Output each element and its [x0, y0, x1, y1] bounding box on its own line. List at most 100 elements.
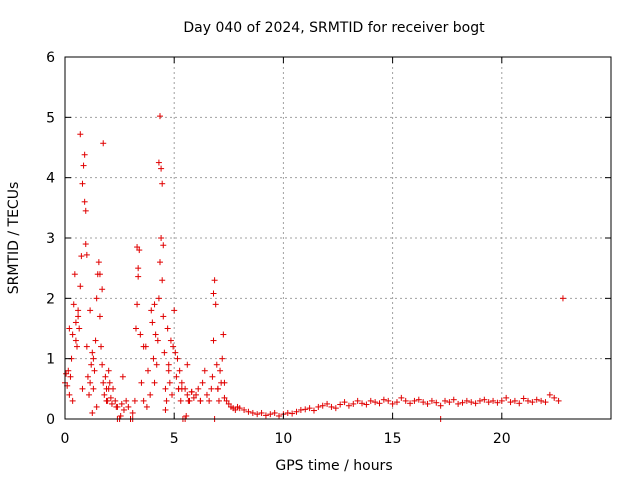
data-point: [389, 400, 396, 407]
data-point: [102, 373, 109, 380]
data-point: [148, 307, 155, 314]
data-point: [79, 180, 86, 187]
data-point: [201, 367, 208, 374]
data-point: [236, 405, 243, 412]
data-point: [140, 343, 147, 350]
data-point: [214, 385, 221, 392]
data-point: [83, 343, 90, 350]
data-point: [152, 331, 159, 338]
data-point: [183, 412, 190, 419]
data-point: [69, 397, 76, 404]
data-point: [80, 162, 87, 169]
data-point: [103, 397, 110, 404]
data-point: [174, 355, 181, 362]
data-point: [170, 343, 177, 350]
data-point: [67, 373, 74, 380]
data-point: [245, 408, 252, 415]
data-point: [123, 397, 130, 404]
data-point: [99, 286, 106, 293]
data-point: [345, 402, 352, 409]
data-point: [87, 379, 94, 386]
y-tick-label: 2: [46, 291, 55, 307]
data-point: [90, 355, 97, 362]
data-point: [132, 325, 139, 332]
data-point: [219, 355, 226, 362]
data-point: [490, 397, 497, 404]
data-point: [96, 313, 103, 320]
data-point: [117, 412, 124, 419]
data-point: [93, 295, 100, 302]
data-point: [157, 113, 164, 120]
y-tick-label: 1: [46, 352, 55, 368]
data-point: [372, 399, 379, 406]
data-point: [144, 367, 151, 374]
data-point: [90, 385, 97, 392]
data-point: [135, 273, 142, 280]
data-point: [66, 325, 73, 332]
data-point: [84, 373, 91, 380]
data-point: [249, 409, 256, 416]
data-point: [140, 397, 147, 404]
data-point: [78, 253, 85, 260]
data-point: [166, 379, 173, 386]
data-point: [134, 301, 141, 308]
data-point: [220, 331, 227, 338]
data-point: [546, 391, 553, 398]
data-point: [225, 400, 232, 407]
data-point: [178, 385, 185, 392]
y-tick-label: 5: [46, 110, 55, 126]
data-point: [72, 337, 79, 344]
tick-labels: 0 5 10 15 20 0 1 2 3 4 5 6: [46, 50, 511, 447]
data-point: [507, 399, 514, 406]
data-point: [208, 385, 215, 392]
data-point: [75, 313, 82, 320]
data-point: [96, 271, 103, 278]
data-point: [271, 409, 278, 416]
data-point: [213, 361, 220, 368]
data-point: [118, 400, 125, 407]
data-point: [154, 337, 161, 344]
data-point: [69, 331, 76, 338]
x-tick-label: 5: [170, 431, 179, 447]
data-point: [476, 397, 483, 404]
data-point: [98, 343, 105, 350]
data-point: [100, 140, 107, 147]
data-point: [136, 247, 143, 254]
data-point: [337, 401, 344, 408]
data-point: [157, 259, 164, 266]
data-point: [485, 399, 492, 406]
data-point: [472, 400, 479, 407]
data-point: [254, 411, 261, 418]
data-point: [72, 319, 79, 326]
data-point: [77, 283, 84, 290]
data-point: [241, 406, 248, 413]
chart-title: Day 040 of 2024, SRMTID for receiver bog…: [183, 20, 485, 36]
data-point: [516, 400, 523, 407]
data-point: [177, 397, 184, 404]
data-point: [498, 397, 505, 404]
data-point: [163, 397, 170, 404]
data-point: [363, 401, 370, 408]
data-point: [120, 406, 127, 413]
data-points: [62, 113, 566, 422]
data-point: [101, 391, 108, 398]
axis-ticks: [64, 56, 611, 420]
data-point: [81, 151, 88, 158]
data-point: [63, 370, 70, 377]
data-point: [463, 397, 470, 404]
data-point: [310, 407, 317, 414]
data-point: [293, 408, 300, 415]
data-point: [211, 277, 218, 284]
data-point: [65, 367, 72, 374]
data-point: [437, 402, 444, 409]
data-point: [185, 397, 192, 404]
data-point: [91, 367, 98, 374]
x-tick-label: 10: [274, 431, 292, 447]
data-point: [199, 379, 206, 386]
data-point: [172, 349, 179, 356]
data-point: [108, 400, 115, 407]
data-point: [161, 349, 168, 356]
data-point: [411, 397, 418, 404]
data-point: [138, 379, 145, 386]
